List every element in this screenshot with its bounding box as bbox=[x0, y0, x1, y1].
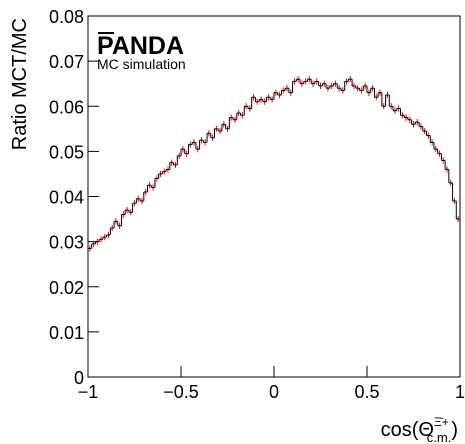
y-tick-label: 0.03 bbox=[49, 233, 84, 253]
y-tick-label: 0.02 bbox=[49, 278, 84, 298]
x-axis-label: cos(ΘΞ̄+ c.m.) bbox=[381, 415, 458, 444]
y-tick-label: 0.04 bbox=[49, 188, 84, 208]
experiment-label: PANDA bbox=[97, 32, 184, 60]
x-tick-label: 0.5 bbox=[354, 382, 379, 402]
note-label: MC simulation bbox=[97, 56, 186, 72]
y-tick-label: 0.06 bbox=[49, 97, 84, 117]
y-tick-label: 0.05 bbox=[49, 142, 84, 162]
x-label-base: cos(Θ bbox=[381, 419, 434, 441]
x-tick-label: −1 bbox=[78, 382, 99, 402]
y-tick-label: 0.01 bbox=[49, 323, 84, 343]
x-tick-label: −0.5 bbox=[163, 382, 199, 402]
y-tick-label: 0.08 bbox=[49, 7, 84, 27]
y-axis-label: Ratio MCT/MC bbox=[9, 18, 31, 150]
x-label-close: ) bbox=[451, 419, 458, 441]
x-tick-label: 0 bbox=[269, 382, 279, 402]
x-label-sub: c.m. bbox=[427, 430, 452, 444]
x-tick-label: 1 bbox=[455, 382, 465, 402]
x-label-sup: Ξ̄+ bbox=[434, 415, 449, 429]
y-tick-label: 0 bbox=[74, 368, 84, 388]
y-tick-label: 0.07 bbox=[49, 52, 84, 72]
